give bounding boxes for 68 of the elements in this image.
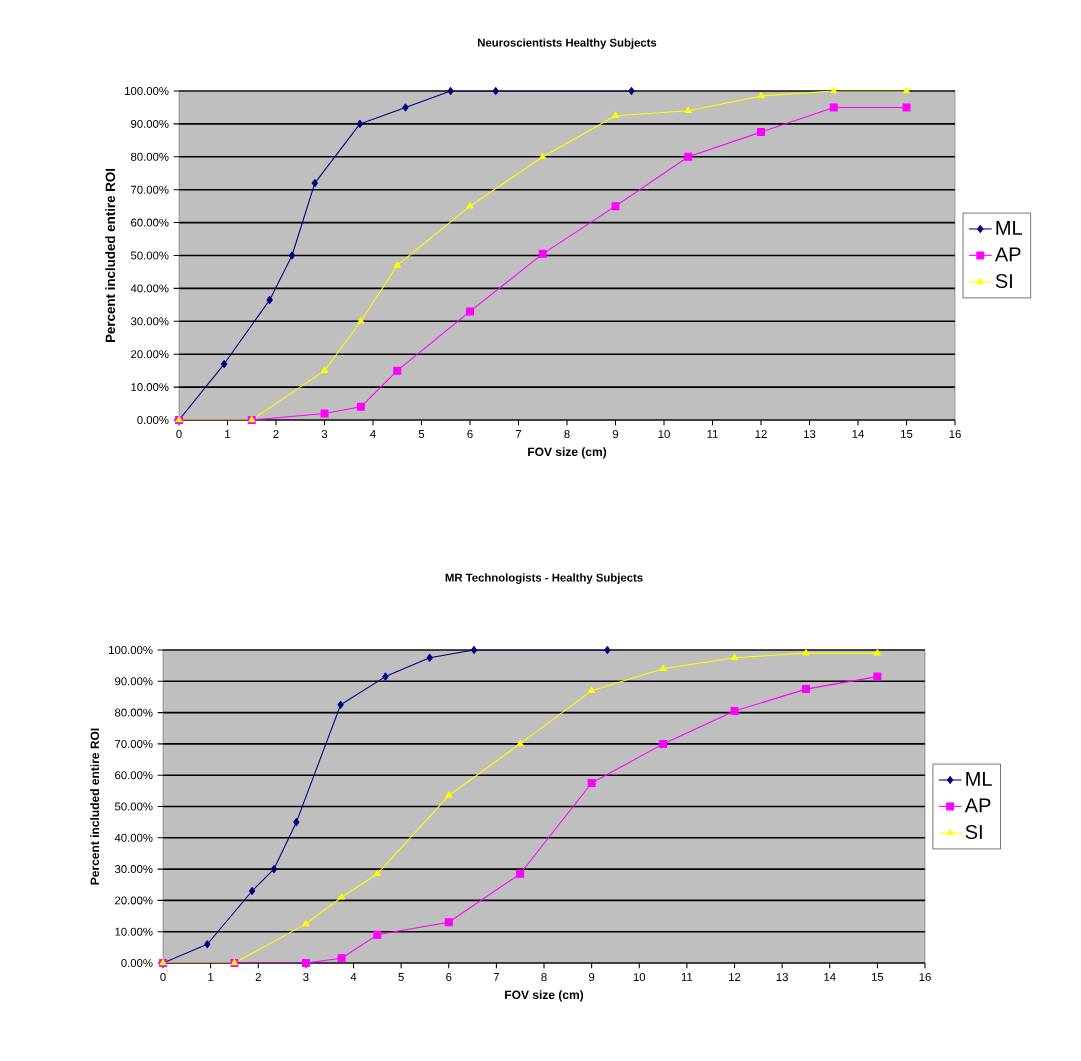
x-tick-label: 11 xyxy=(681,973,693,981)
x-tick-label: 10 xyxy=(633,973,646,982)
chart-title: Neuroscientists Healthy Subjects xyxy=(478,38,657,49)
y-tick-label: 100.00% xyxy=(109,645,153,654)
y-tick-label: 40.00% xyxy=(130,284,169,293)
legend-label: AP xyxy=(994,247,1021,262)
x-tick-label: 8 xyxy=(541,973,547,982)
y-tick-label: 0.00% xyxy=(121,959,153,968)
legend-label: AP xyxy=(964,798,991,813)
x-tick-label: 15 xyxy=(901,430,913,438)
legend-label: SI xyxy=(995,273,1012,289)
x-tick-label: 0 xyxy=(176,430,182,439)
x-tick-label: 4 xyxy=(350,973,357,981)
x-tick-label: 14 xyxy=(824,973,836,981)
x-tick-label: 2 xyxy=(273,430,279,438)
x-tick-label: 4 xyxy=(370,430,376,438)
chart-title: MR Technologists - Healthy Subjects xyxy=(445,573,643,584)
x-tick-label: 8 xyxy=(564,430,570,439)
y-tick-label: 60.00% xyxy=(131,218,169,227)
y-tick-label: 90.00% xyxy=(115,677,153,686)
x-tick-label: 1 xyxy=(208,973,214,981)
x-tick-label: 3 xyxy=(303,973,309,982)
x-tick-label: 6 xyxy=(446,973,452,982)
y-tick-label: 80.00% xyxy=(115,708,153,717)
y-tick-label: 10.00% xyxy=(131,383,169,392)
y-tick-label: 80.00% xyxy=(131,152,169,161)
x-tick-label: 7 xyxy=(493,973,499,981)
y-tick-label: 0.00% xyxy=(137,415,169,424)
legend-label: SI xyxy=(965,824,982,840)
y-tick-label: 50.00% xyxy=(130,251,169,260)
x-tick-label: 9 xyxy=(612,430,619,439)
y-tick-label: 40.00% xyxy=(114,833,153,842)
legend-label: ML xyxy=(966,772,992,786)
x-axis-title: FOV size (cm) xyxy=(505,990,584,1002)
x-tick-label: 16 xyxy=(949,430,961,439)
x-tick-label: 9 xyxy=(589,973,595,982)
y-tick-label: 30.00% xyxy=(114,865,153,874)
x-tick-label: 1 xyxy=(225,430,231,438)
x-tick-label: 5 xyxy=(398,973,404,981)
x-tick-label: 13 xyxy=(804,430,816,439)
y-tick-label: 20.00% xyxy=(115,896,153,905)
x-tick-label: 12 xyxy=(755,430,767,438)
y-tick-label: 30.00% xyxy=(130,317,169,326)
y-tick-label: 10.00% xyxy=(115,927,153,936)
y-tick-label: 50.00% xyxy=(114,802,153,811)
y-tick-label: 70.00% xyxy=(131,185,169,194)
legend-label: ML xyxy=(996,221,1022,235)
y-tick-label: 100.00% xyxy=(125,86,169,95)
x-tick-label: 15 xyxy=(871,973,884,981)
x-tick-label: 5 xyxy=(418,430,425,438)
y-axis-title: Percent included entire ROI xyxy=(90,728,100,885)
x-tick-label: 14 xyxy=(852,430,864,438)
y-tick-label: 90.00% xyxy=(131,119,169,128)
y-tick-label: 70.00% xyxy=(115,739,153,748)
x-tick-label: 0 xyxy=(160,973,166,982)
y-axis-title: Percent included entire ROI xyxy=(105,168,116,343)
x-tick-label: 12 xyxy=(729,973,741,981)
y-tick-label: 20.00% xyxy=(131,350,169,359)
x-tick-label: 7 xyxy=(515,430,522,438)
y-tick-label: 60.00% xyxy=(115,771,153,780)
x-tick-label: 2 xyxy=(255,973,261,981)
x-tick-label: 3 xyxy=(321,430,328,439)
x-axis-title: FOV size (cm) xyxy=(528,447,607,459)
x-tick-label: 6 xyxy=(467,430,473,439)
x-tick-label: 10 xyxy=(658,430,670,439)
x-tick-label: 11 xyxy=(707,430,718,438)
x-tick-label: 16 xyxy=(919,973,931,982)
x-tick-label: 13 xyxy=(776,973,788,982)
